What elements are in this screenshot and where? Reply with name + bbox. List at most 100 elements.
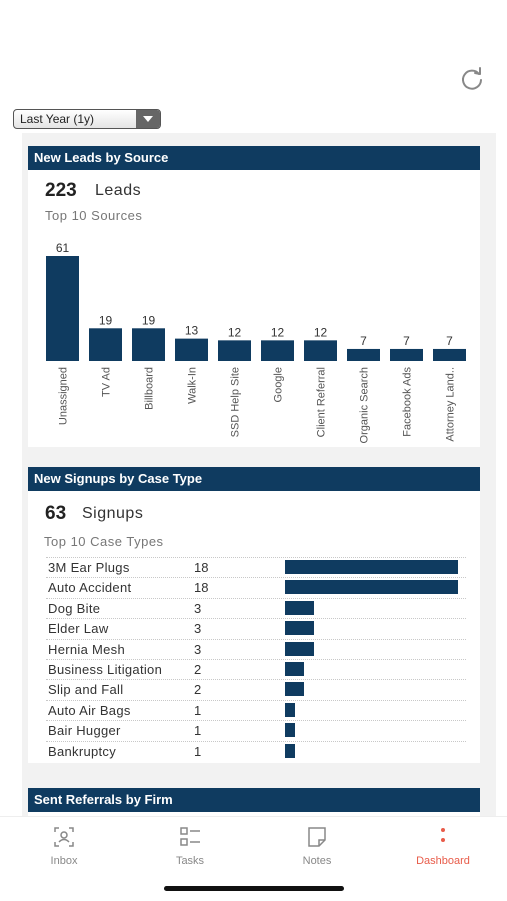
chevron-down-icon [136, 110, 160, 128]
date-range-value: Last Year (1y) [20, 112, 95, 126]
leads-category-label: Google [273, 367, 285, 402]
leads-panel-title: New Leads by Source [28, 146, 480, 170]
case-type-name: 3M Ear Plugs [48, 560, 130, 575]
home-indicator [164, 886, 344, 891]
case-type-name: Hernia Mesh [48, 641, 125, 657]
referrals-panel-title: Sent Referrals by Firm [28, 788, 480, 812]
case-type-name: Bankruptcy [48, 743, 117, 759]
case-type-name: Auto Air Bags [48, 702, 131, 718]
leads-bar-value: 13 [185, 324, 199, 338]
leads-bar-value: 12 [314, 325, 328, 339]
case-type-count: 3 [194, 641, 202, 657]
leads-bar[interactable] [89, 328, 122, 361]
leads-bar[interactable] [390, 348, 423, 361]
leads-bar[interactable] [347, 348, 380, 361]
case-type-bar [285, 600, 314, 615]
leads-bar-value: 7 [403, 334, 410, 348]
leads-bar-chart: 61 Unassigned 19 TV Ad 19 Billboard 13 Walk-In 1… [46, 241, 466, 443]
leads-bar-value: 7 [360, 334, 367, 348]
leads-panel: New Leads by Source 223 Leads Top 10 Sou… [28, 146, 480, 447]
notes-icon [308, 827, 326, 847]
leads-bar-value: 19 [99, 313, 113, 327]
case-type-bar [285, 702, 295, 717]
tasks-icon [180, 827, 200, 846]
table-row[interactable]: Auto Air Bags 1 [46, 699, 466, 720]
case-type-bar [285, 580, 458, 595]
table-row[interactable]: Auto Accident 18 [46, 577, 466, 597]
leads-category-label: Organic Search [359, 367, 371, 443]
case-type-bar [285, 662, 305, 676]
tab-notes[interactable]: Notes [272, 825, 362, 867]
table-row[interactable]: Bair Hugger 1 [46, 720, 466, 740]
tab-label: Dashboard [416, 855, 470, 867]
leads-category-label: Attorney Land.. [445, 367, 457, 442]
leads-category-label: Walk-In [187, 367, 199, 404]
signups-panel-title: New Signups by Case Type [28, 467, 480, 491]
signups-panel: New Signups by Case Type 63 Signups Top … [28, 467, 480, 763]
table-row[interactable]: 3M Ear Plugs 18 [46, 557, 466, 577]
tab-dashboard[interactable]: Dashboard [398, 825, 488, 867]
case-type-count: 1 [194, 743, 202, 759]
case-type-name: Business Litigation [48, 662, 163, 677]
tab-inbox[interactable]: Inbox [19, 825, 109, 867]
leads-total: 223 [45, 180, 77, 201]
case-type-bar [285, 621, 314, 636]
table-row[interactable]: Hernia Mesh 3 [46, 638, 466, 659]
case-type-name: Dog Bite [48, 600, 101, 616]
case-type-count: 3 [194, 600, 202, 616]
leads-category-label: TV Ad [101, 367, 113, 397]
signups-unit: Signups [82, 505, 144, 522]
leads-unit: Leads [95, 182, 142, 199]
tab-tasks[interactable]: Tasks [145, 825, 235, 867]
case-type-bar [285, 641, 314, 656]
signups-subtitle: Top 10 Case Types [44, 534, 164, 549]
leads-category-label: Unassigned [58, 367, 70, 425]
table-row[interactable]: Dog Bite 3 [46, 597, 466, 618]
date-range-select[interactable]: Last Year (1y) [13, 109, 161, 129]
table-row[interactable]: Elder Law 3 [46, 618, 466, 638]
leads-bar[interactable] [261, 340, 294, 361]
case-type-name: Bair Hugger [48, 723, 121, 739]
leads-bar-value: 19 [142, 313, 156, 327]
leads-category-label: Facebook Ads [402, 367, 414, 437]
case-type-count: 2 [194, 662, 202, 677]
table-row[interactable]: Slip and Fall 2 [46, 679, 466, 699]
leads-bar[interactable] [218, 340, 251, 361]
tab-label: Inbox [50, 855, 78, 867]
leads-bar[interactable] [433, 348, 466, 361]
tab-label: Tasks [175, 855, 205, 867]
case-type-bar [285, 743, 295, 758]
leads-category-label: Billboard [144, 367, 156, 410]
inbox-icon [54, 827, 74, 847]
leads-bar[interactable] [46, 256, 79, 361]
leads-category-label: Client Referral [316, 367, 328, 437]
case-type-count: 1 [194, 702, 202, 718]
case-type-count: 3 [194, 621, 202, 637]
leads-subtitle: Top 10 Sources [45, 208, 143, 223]
leads-bar-value: 12 [228, 325, 242, 339]
leads-bar[interactable] [132, 328, 165, 361]
leads-bar-value: 12 [271, 325, 285, 339]
leads-bar-value: 7 [446, 334, 453, 348]
case-type-count: 1 [194, 723, 202, 739]
case-type-count: 18 [194, 560, 209, 575]
case-type-count: 2 [194, 682, 202, 698]
case-type-count: 18 [194, 580, 209, 596]
case-type-name: Auto Accident [48, 580, 132, 596]
case-type-name: Elder Law [48, 621, 109, 637]
case-type-name: Slip and Fall [48, 682, 124, 698]
case-type-bar [285, 560, 458, 574]
leads-bar[interactable] [304, 340, 337, 361]
table-row[interactable]: Business Litigation 2 [46, 659, 466, 679]
leads-category-label: SSD Help Site [230, 367, 242, 437]
signups-total: 63 [45, 503, 67, 524]
tab-label: Notes [302, 855, 332, 867]
table-row[interactable]: Bankruptcy 1 [46, 740, 466, 761]
leads-bar[interactable] [175, 338, 208, 361]
leads-bar-value: 61 [56, 241, 70, 255]
dashboard-icon [441, 828, 445, 842]
refresh-icon[interactable] [458, 65, 486, 93]
case-type-bar [285, 682, 305, 697]
referrals-panel: Sent Referrals by Firm [28, 788, 480, 816]
case-type-bar [285, 723, 295, 738]
